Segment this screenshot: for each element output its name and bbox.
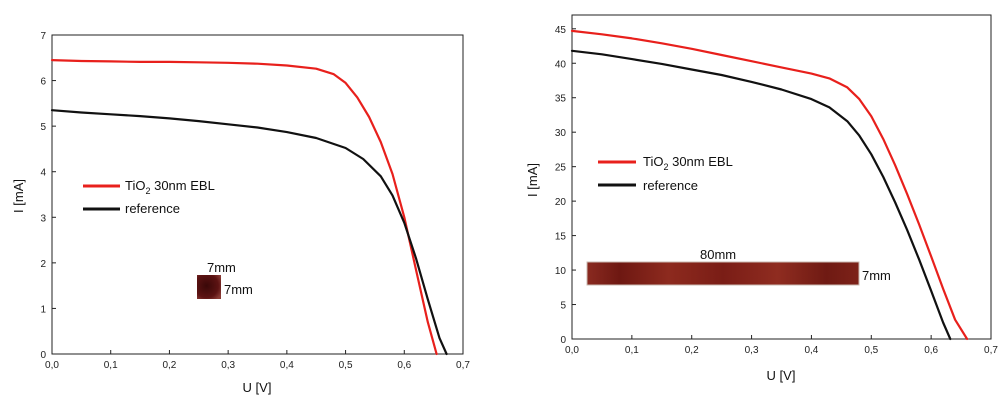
y-tick-label-left: 3 [40,213,46,224]
y-tick-label-right: 15 [555,232,567,243]
sample-photo-right: 80mm 7mm [586,247,891,286]
x-tick-label-left: 0,6 [397,360,411,371]
x-tick-label-left: 0,2 [162,360,176,371]
sample-height-label-right: 7mm [862,268,891,283]
y-tick-label-right: 45 [555,25,567,36]
y-tick-label-right: 30 [555,128,567,139]
y-tick-label-left: 0 [40,350,46,361]
sample-strip [586,261,860,286]
series-line-reference-left [50,109,448,356]
sample-width-label-right: 80mm [700,247,736,262]
series-line-tio2-left [50,59,438,356]
y-tick-label-right: 25 [555,163,567,174]
tick-group-left: 0,0 0,1 0,2 0,3 0,4 0,5 0,6 0,7 0 1 2 3 4 5 6 7 [40,31,470,371]
legend-right: TiO2 30nm EBL reference [598,154,733,193]
tick-group-right: 0,0 0,1 0,2 0,3 0,4 0,5 0,6 0,7 0 5 10 15 20 25 30 35 40… [555,25,999,356]
sample-height-label-left: 7mm [224,282,253,297]
chart-right: 0,0 0,1 0,2 0,3 0,4 0,5 0,6 0,7 0 5 10 15 20 25 30 35 40… [525,14,999,383]
y-tick-label-left: 4 [40,168,46,179]
y-tick-label-right: 20 [555,197,567,208]
x-tick-label-right: 0,1 [625,345,639,356]
y-tick-label-right: 40 [555,59,567,70]
legend-label-reference-right: reference [643,178,698,193]
series-line-tio2-right [570,29,969,341]
x-tick-label-left: 0,3 [221,360,235,371]
x-tick-label-right: 0,5 [864,345,878,356]
series-group-left [50,59,448,356]
x-tick-label-right: 0,0 [565,345,579,356]
x-tick-label-left: 0,0 [45,360,59,371]
series-group-right [570,29,969,341]
y-tick-label-right: 35 [555,94,567,105]
x-tick-label-right: 0,4 [804,345,818,356]
y-tick-label-left: 7 [40,31,46,42]
y-axis-title-left: I [mA] [11,179,26,213]
x-tick-label-right: 0,2 [685,345,699,356]
x-tick-label-right: 0,6 [924,345,938,356]
y-tick-label-left: 6 [40,77,46,88]
sample-photo-left: 7mm 7mm [197,260,253,299]
plot-frame-left [51,34,464,355]
legend-label-reference-left: reference [125,201,180,216]
y-tick-label-right: 10 [555,266,567,277]
x-tick-label-right: 0,3 [745,345,759,356]
y-tick-label-right: 5 [560,301,566,312]
x-tick-label-left: 0,4 [280,360,294,371]
y-tick-label-left: 2 [40,259,46,270]
x-tick-label-left: 0,7 [456,360,470,371]
y-tick-label-right: 0 [560,335,566,346]
legend-label-tio2-left: TiO2 30nm EBL [125,178,215,196]
sample-square [197,275,221,299]
legend-left: TiO2 30nm EBL reference [83,178,215,216]
x-axis-title-right: U [V] [767,368,796,383]
x-tick-label-right: 0,7 [984,345,998,356]
x-axis-title-left: U [V] [243,380,272,395]
y-tick-label-left: 1 [40,304,46,315]
sample-width-label-left: 7mm [207,260,236,275]
x-tick-label-left: 0,5 [339,360,353,371]
plot-frame-right [571,14,992,340]
chart-left: 0,0 0,1 0,2 0,3 0,4 0,5 0,6 0,7 0 1 2 3 4 5 6 7 U [V] I… [11,31,470,395]
legend-label-tio2-right: TiO2 30nm EBL [643,154,733,172]
y-tick-label-left: 5 [40,122,46,133]
series-line-reference-right [570,49,952,341]
x-tick-label-left: 0,1 [104,360,118,371]
y-axis-title-right: I [mA] [525,163,540,197]
